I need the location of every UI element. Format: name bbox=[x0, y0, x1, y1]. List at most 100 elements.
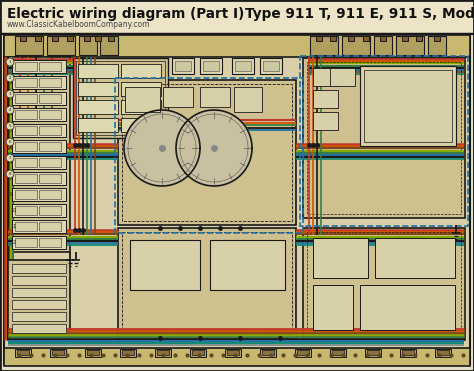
Bar bbox=[8, 260, 70, 340]
Bar bbox=[375, 238, 455, 278]
Bar bbox=[39, 126, 61, 135]
Bar bbox=[39, 142, 61, 151]
Bar bbox=[12, 312, 66, 321]
Bar bbox=[15, 126, 37, 135]
Bar bbox=[122, 232, 292, 334]
Bar bbox=[260, 58, 282, 74]
Bar bbox=[260, 349, 276, 357]
Text: 11: 11 bbox=[10, 224, 16, 230]
Circle shape bbox=[6, 122, 14, 130]
Bar bbox=[163, 87, 193, 107]
Bar bbox=[95, 36, 101, 41]
Text: 9: 9 bbox=[10, 193, 13, 197]
Text: 7: 7 bbox=[9, 156, 11, 160]
Bar bbox=[400, 349, 416, 357]
Bar bbox=[39, 190, 61, 199]
Circle shape bbox=[6, 106, 14, 114]
Bar bbox=[39, 174, 61, 183]
Text: 4: 4 bbox=[107, 56, 109, 60]
Text: 6: 6 bbox=[9, 140, 11, 144]
Bar bbox=[360, 66, 456, 146]
Polygon shape bbox=[176, 110, 252, 186]
Text: 10: 10 bbox=[10, 209, 16, 213]
Bar bbox=[12, 108, 66, 121]
Text: 5: 5 bbox=[9, 124, 11, 128]
Bar bbox=[15, 142, 37, 151]
Bar bbox=[78, 64, 118, 78]
Circle shape bbox=[6, 154, 14, 162]
Bar bbox=[15, 62, 37, 71]
Bar bbox=[12, 124, 66, 137]
Circle shape bbox=[6, 170, 14, 178]
Bar bbox=[50, 349, 66, 357]
Bar bbox=[78, 118, 118, 132]
Bar bbox=[17, 350, 29, 355]
Bar bbox=[435, 349, 451, 357]
Bar bbox=[364, 70, 452, 142]
Bar bbox=[12, 236, 66, 249]
Bar bbox=[118, 228, 296, 338]
Bar bbox=[12, 172, 66, 185]
Bar bbox=[365, 349, 381, 357]
Bar bbox=[12, 264, 66, 273]
Text: 2: 2 bbox=[9, 76, 11, 80]
Bar bbox=[295, 349, 311, 357]
Bar bbox=[4, 348, 470, 366]
Text: www.ClassicKabelboomCompany.com: www.ClassicKabelboomCompany.com bbox=[7, 20, 151, 29]
Bar bbox=[12, 188, 66, 201]
Bar bbox=[12, 276, 66, 285]
Bar bbox=[85, 349, 101, 357]
Text: 7: 7 bbox=[381, 56, 383, 60]
Bar bbox=[235, 61, 251, 71]
Text: 2: 2 bbox=[51, 56, 53, 60]
Bar bbox=[15, 78, 37, 87]
Bar bbox=[155, 349, 171, 357]
Text: 3: 3 bbox=[84, 56, 86, 60]
Bar bbox=[39, 78, 61, 87]
Text: 12: 12 bbox=[10, 240, 16, 246]
Bar bbox=[125, 87, 160, 112]
Bar bbox=[39, 238, 61, 247]
Bar bbox=[157, 350, 169, 355]
Bar bbox=[307, 232, 461, 336]
Circle shape bbox=[6, 74, 14, 82]
Bar bbox=[416, 36, 422, 41]
Bar bbox=[12, 92, 66, 105]
Bar bbox=[310, 36, 338, 55]
Bar bbox=[12, 204, 66, 217]
Bar bbox=[297, 350, 309, 355]
Bar bbox=[39, 222, 61, 231]
Text: 2: 2 bbox=[10, 81, 13, 85]
Bar bbox=[12, 300, 66, 309]
Bar bbox=[402, 36, 408, 41]
Bar bbox=[200, 87, 230, 107]
Bar bbox=[227, 350, 239, 355]
Bar bbox=[130, 240, 200, 290]
Bar bbox=[39, 206, 61, 215]
Bar bbox=[12, 76, 66, 89]
Bar bbox=[175, 61, 191, 71]
Bar bbox=[192, 350, 204, 355]
Bar bbox=[396, 36, 424, 55]
Bar bbox=[20, 36, 26, 41]
Bar bbox=[190, 349, 206, 357]
Text: 3: 3 bbox=[9, 92, 11, 96]
Circle shape bbox=[6, 138, 14, 146]
Bar bbox=[79, 36, 97, 55]
Bar bbox=[12, 140, 66, 153]
Bar bbox=[12, 324, 66, 333]
Bar bbox=[262, 350, 274, 355]
Bar bbox=[210, 240, 285, 290]
Text: 6: 6 bbox=[10, 144, 13, 150]
Text: 8: 8 bbox=[10, 177, 13, 181]
Bar bbox=[330, 36, 336, 41]
Bar bbox=[108, 36, 114, 41]
Bar bbox=[52, 36, 58, 41]
Bar bbox=[35, 36, 41, 41]
Bar bbox=[367, 350, 379, 355]
Text: 5: 5 bbox=[317, 56, 319, 60]
Bar bbox=[374, 36, 392, 55]
Bar bbox=[232, 58, 254, 74]
Polygon shape bbox=[124, 110, 200, 186]
Bar bbox=[73, 58, 168, 138]
